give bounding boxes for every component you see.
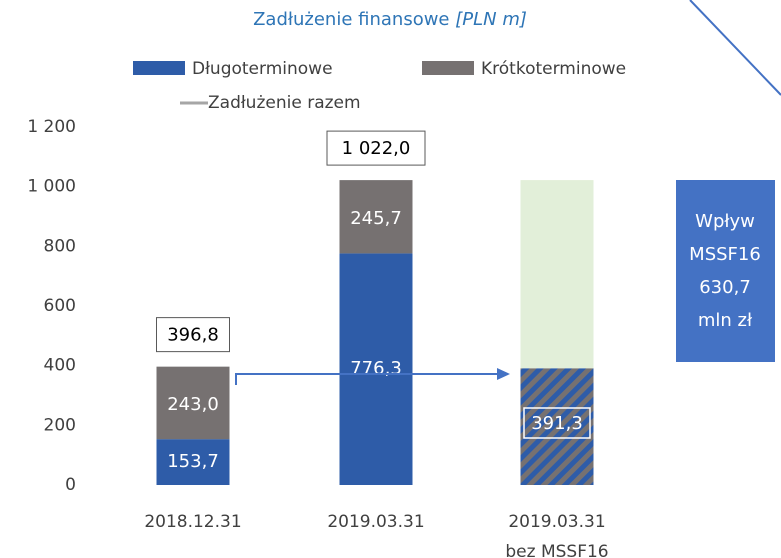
impact-text: mln zł: [698, 310, 753, 331]
value-label: 153,7: [167, 451, 219, 472]
arrow: [235, 373, 500, 385]
impact-text: 630,7: [699, 277, 751, 298]
legend-label: Krótkoterminowe: [481, 59, 626, 79]
value-label: 391,3: [531, 413, 583, 434]
bar: [339, 180, 413, 254]
x-tick-label: 2018.12.31: [144, 512, 241, 532]
y-tick-label: 600: [44, 296, 76, 316]
impact-box: [676, 180, 775, 362]
legend-label: Długoterminowe: [192, 59, 333, 79]
x-tick-label: 2019.03.31: [508, 512, 605, 532]
value-label: 776,3: [350, 358, 402, 379]
y-tick-label: 0: [65, 475, 76, 495]
y-tick-label: 800: [44, 236, 76, 256]
chart-title: Zadłużenie finansowe [PLN m]: [253, 9, 527, 30]
legend-label: Zadłużenie razem: [208, 93, 361, 113]
legend-swatch: [422, 61, 474, 75]
bar: [339, 253, 413, 485]
legend-swatch: [133, 61, 185, 75]
impact-text: MSSF16: [689, 244, 761, 265]
decor-line: [689, 0, 781, 96]
bar: [156, 439, 230, 485]
bar-adjusted: [520, 368, 594, 485]
y-tick-label: 400: [44, 356, 76, 376]
total-label: 396,8: [167, 325, 219, 346]
label-box: [523, 407, 591, 439]
arrow-head: [497, 368, 510, 380]
y-tick-label: 1 000: [27, 177, 76, 197]
bar: [156, 366, 230, 440]
total-box: [326, 130, 426, 166]
impact-text: Wpływ: [695, 211, 755, 232]
bar-impact: [520, 180, 594, 369]
y-tick-label: 1 200: [27, 117, 76, 137]
total-label: 1 022,0: [342, 138, 411, 159]
total-box: [156, 317, 230, 353]
x-tick-label: bez MSSF16: [505, 542, 608, 558]
value-label: 243,0: [167, 394, 219, 415]
y-tick-label: 200: [44, 415, 76, 435]
x-tick-label: 2019.03.31: [327, 512, 424, 532]
value-label: 245,7: [350, 208, 402, 229]
